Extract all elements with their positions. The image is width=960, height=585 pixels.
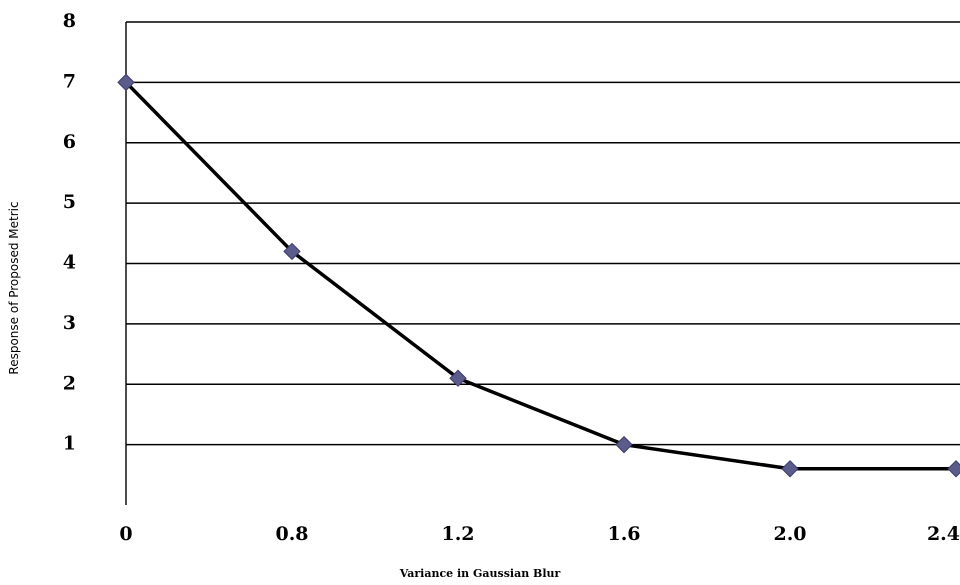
data-point-marker	[947, 460, 960, 478]
x-tick-label: 0	[119, 523, 132, 545]
gridlines	[126, 21, 960, 446]
data-point-marker	[283, 242, 301, 261]
x-tick-label: 1.6	[607, 523, 640, 545]
data-point-marker	[781, 460, 799, 478]
series-markers	[117, 73, 960, 478]
x-tick-label: 2.0	[773, 523, 806, 545]
y-tick-label: 6	[63, 131, 76, 153]
x-axis-title: Variance in Gaussian Blur	[399, 567, 561, 580]
y-axis-title: Response of Proposed Metric	[7, 201, 21, 374]
data-point-marker	[449, 369, 467, 387]
x-tick-label: 2.4	[927, 523, 960, 545]
y-tick-label: 7	[63, 70, 76, 92]
x-tick-label: 1.2	[441, 523, 474, 545]
series-line-group	[124, 81, 956, 471]
y-tick-label: 4	[63, 252, 76, 274]
y-tick-label: 5	[63, 191, 76, 213]
y-tick-label: 3	[63, 312, 76, 334]
y-tick-label: 2	[63, 372, 76, 394]
series-line	[124, 81, 956, 471]
tick-labels: 1 2 3 4 5 6 7 8 0 0.8 1.2 1.6 2.0 2.4	[63, 10, 960, 545]
data-point-marker	[117, 73, 135, 92]
data-point-marker	[615, 435, 633, 454]
x-tick-label: 0.8	[275, 523, 308, 545]
y-tick-label: 8	[63, 10, 76, 32]
y-tick-label: 1	[63, 433, 76, 455]
